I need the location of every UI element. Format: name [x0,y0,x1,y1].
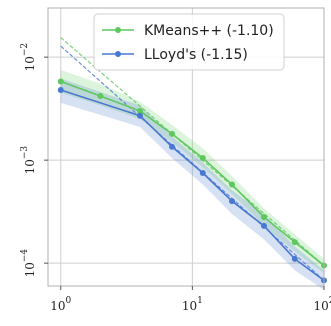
series-0-point [168,130,175,137]
y-axis-ticks: 10−410−310−2 [20,43,48,278]
legend-marker [115,27,121,33]
series-1-band [60,78,324,290]
y-tick-exponent: −3 [20,146,30,160]
y-tick-base: 10 [23,56,37,71]
y-tick-base: 10 [23,262,37,277]
series-0-point [57,78,64,85]
x-tick-exponent: 0 [66,296,72,306]
x-axis-ticks: 100101102 [50,286,331,313]
series-0-point [291,239,298,246]
series-1-point [57,86,64,93]
series-1-point [168,143,175,150]
series-1-point [260,222,267,229]
x-tick-label: 100 [50,296,71,313]
x-tick-base: 10 [182,299,197,313]
series-0-point [260,214,267,221]
legend: KMeans++ (-1.10) LLoyd's (-1.15) [93,13,285,71]
y-tick-label: 10−3 [20,146,37,175]
y-tick-exponent: −2 [20,43,30,56]
legend-marker [115,51,121,57]
legend-box [93,13,285,71]
series-1-point [199,170,206,177]
legend-label: KMeans++ (-1.10) [144,23,274,39]
series-1-line [60,89,325,282]
series-points [57,78,327,284]
x-tick-exponent: 1 [197,296,203,306]
x-tick-base: 10 [50,299,65,313]
series-0-point [199,154,206,161]
x-tick-base: 10 [313,299,328,313]
series-0-fit-line [60,37,325,266]
y-tick-label: 10−4 [20,249,37,278]
series-1-point [291,255,298,262]
series-0-point [229,181,235,188]
legend-label: LLoyd's (-1.15) [144,47,248,63]
x-tick-label: 102 [313,296,331,313]
y-tick-exponent: −4 [20,249,30,263]
series-1-point [229,198,235,205]
x-tick-exponent: 2 [329,296,331,306]
y-tick-label: 10−2 [20,43,37,72]
series-1-point [137,112,143,119]
series-0-point [97,92,104,99]
plot-frame [47,7,325,287]
y-tick-base: 10 [23,159,37,174]
x-tick-label: 101 [182,296,203,313]
series-0-point [137,108,143,115]
